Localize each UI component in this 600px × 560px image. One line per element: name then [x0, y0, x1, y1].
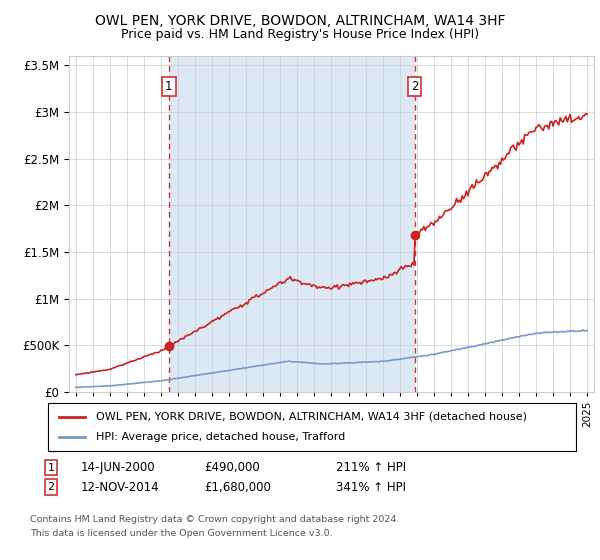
Text: 2: 2 [47, 482, 55, 492]
Text: 341% ↑ HPI: 341% ↑ HPI [336, 480, 406, 494]
Text: OWL PEN, YORK DRIVE, BOWDON, ALTRINCHAM, WA14 3HF (detached house): OWL PEN, YORK DRIVE, BOWDON, ALTRINCHAM,… [95, 412, 527, 422]
Text: 1: 1 [47, 463, 55, 473]
Text: 12-NOV-2014: 12-NOV-2014 [81, 480, 160, 494]
Bar [169, 56, 415, 392]
Text: 211% ↑ HPI: 211% ↑ HPI [336, 461, 406, 474]
Text: 1: 1 [165, 80, 173, 93]
Text: HPI: Average price, detached house, Trafford: HPI: Average price, detached house, Traf… [95, 432, 345, 442]
Text: 14-JUN-2000: 14-JUN-2000 [81, 461, 155, 474]
Text: OWL PEN, YORK DRIVE, BOWDON, ALTRINCHAM, WA14 3HF: OWL PEN, YORK DRIVE, BOWDON, ALTRINCHAM,… [95, 14, 505, 28]
Text: £1,680,000: £1,680,000 [204, 480, 271, 494]
Text: Price paid vs. HM Land Registry's House Price Index (HPI): Price paid vs. HM Land Registry's House … [121, 28, 479, 41]
Text: Contains HM Land Registry data © Crown copyright and database right 2024.: Contains HM Land Registry data © Crown c… [30, 515, 400, 524]
Text: This data is licensed under the Open Government Licence v3.0.: This data is licensed under the Open Gov… [30, 529, 332, 538]
Text: £490,000: £490,000 [204, 461, 260, 474]
Text: 2: 2 [411, 80, 418, 93]
